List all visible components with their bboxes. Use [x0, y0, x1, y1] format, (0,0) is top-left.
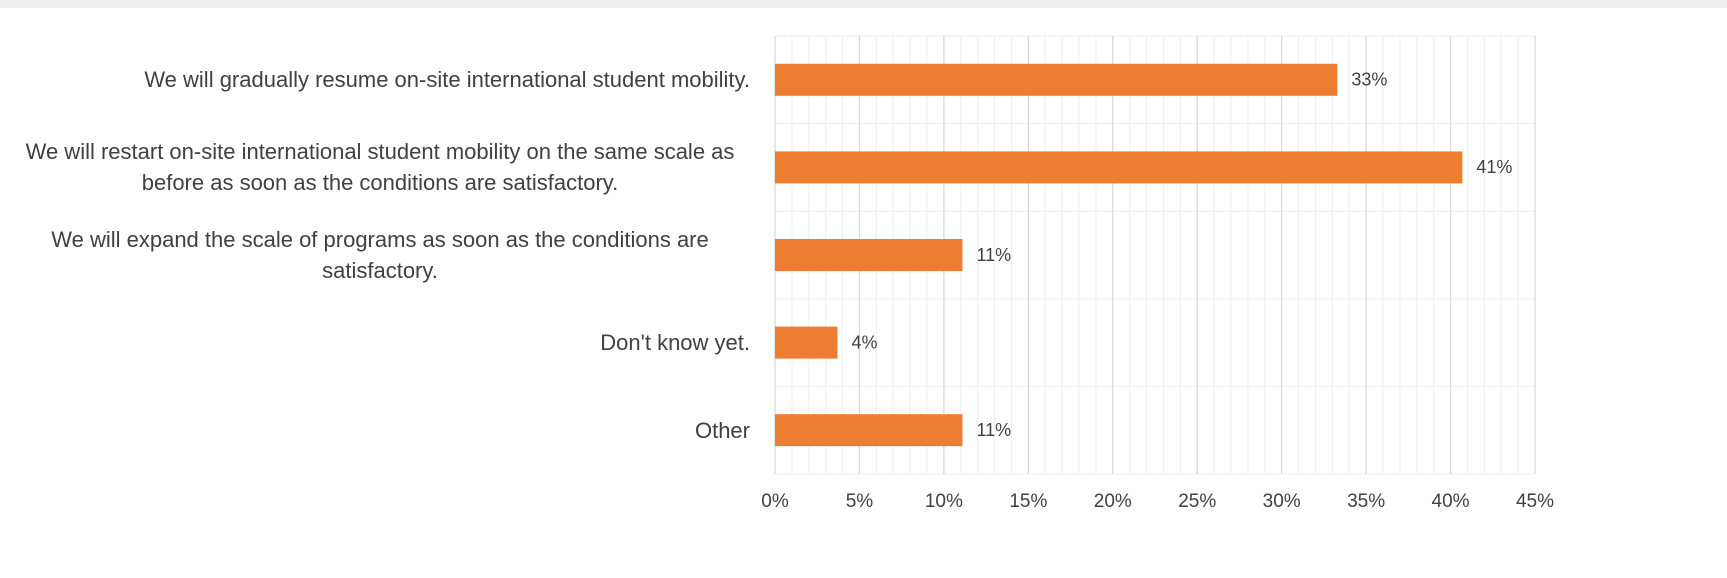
value-label: 11%	[976, 245, 1011, 265]
x-tick-label: 35%	[1347, 491, 1385, 512]
y-tick-label: Other	[694, 417, 750, 443]
x-tick-label: 25%	[1178, 491, 1216, 512]
x-tick-label: 0%	[761, 491, 789, 512]
bar	[775, 414, 963, 447]
header-strip	[0, 0, 1727, 8]
x-tick-label: 30%	[1263, 491, 1301, 512]
x-tick-label: 15%	[1009, 491, 1047, 512]
value-label: 41%	[1476, 157, 1512, 177]
y-tick-label: We will restart on-site international st…	[25, 139, 735, 196]
x-tick-label: 40%	[1432, 491, 1470, 512]
value-label: 33%	[1351, 70, 1387, 90]
category-label-box: Don't know yet.	[0, 303, 750, 383]
bar	[775, 63, 1338, 96]
y-tick-label: Don't know yet.	[600, 330, 750, 356]
category-label-box: Other	[0, 390, 750, 470]
category-label-box: We will restart on-site international st…	[0, 127, 750, 207]
category-label-box: We will gradually resume on-site interna…	[0, 40, 750, 120]
x-tick-label: 10%	[925, 491, 963, 512]
bar	[775, 326, 838, 359]
y-tick-label: We will expand the scale of programs as …	[51, 227, 709, 283]
x-tick-label: 20%	[1094, 491, 1132, 512]
bar	[775, 239, 963, 271]
y-tick-label: We will gradually resume on-site interna…	[144, 67, 750, 93]
x-tick-label: 5%	[846, 491, 874, 512]
value-label: 11%	[976, 420, 1011, 440]
category-label-box: We will expand the scale of programs as …	[0, 215, 750, 295]
bar	[775, 151, 1463, 184]
value-label: 4%	[851, 332, 877, 352]
x-tick-label: 45%	[1516, 491, 1554, 512]
